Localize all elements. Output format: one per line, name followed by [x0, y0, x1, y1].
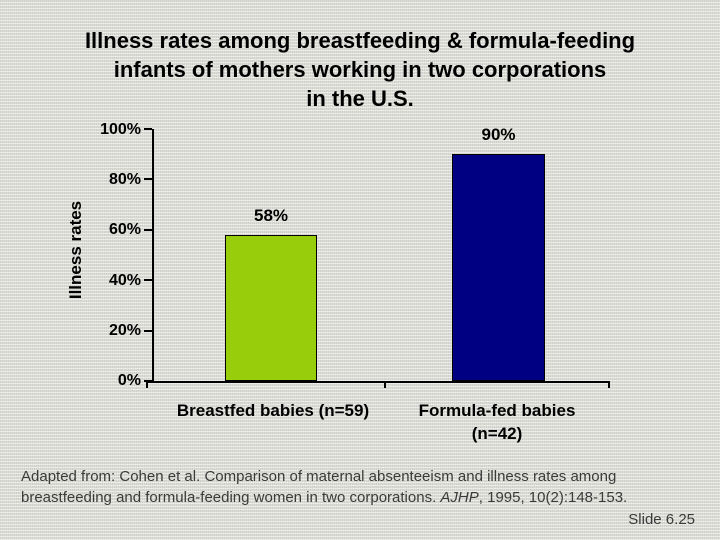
data-label-formula: 90%	[481, 125, 516, 145]
x-axis-tick	[608, 381, 610, 388]
x-axis-tick	[146, 381, 148, 388]
citation-text: Adapted from: Cohen et al. Comparison of…	[21, 468, 617, 506]
y-axis-tick	[144, 229, 152, 231]
citation-journal: AJHP	[440, 489, 479, 506]
y-tick-label-40: 40%	[108, 272, 141, 289]
y-axis-tick	[144, 380, 152, 382]
y-axis-tick	[144, 178, 152, 180]
bar-formula-fed-babies	[452, 154, 545, 381]
y-axis-line	[152, 129, 154, 382]
y-tick-label-80: 80%	[108, 171, 141, 188]
citation-footer: Adapted from: Cohen et al. Comparison of…	[21, 466, 681, 508]
y-tick-label-100: 100%	[100, 121, 141, 138]
slide-title-line-3: in the U.S.	[306, 86, 414, 111]
bar-breastfed-babies	[225, 234, 317, 381]
citation-reference: , 1995, 10(2):148-153.	[478, 489, 628, 506]
slide-title-line-2: infants of mothers working in two corpor…	[113, 57, 607, 82]
category-label-formula: Formula-fed babies (n=42)	[418, 401, 576, 443]
x-axis-line	[146, 381, 610, 383]
y-axis-tick	[144, 330, 152, 332]
category-label-breastfed: Breastfed babies (n=59)	[176, 401, 370, 420]
x-axis-tick	[384, 381, 386, 388]
data-label-breastfed: 58%	[253, 205, 289, 225]
y-axis-tick	[144, 279, 152, 281]
y-tick-label-60: 60%	[108, 221, 141, 238]
slide-title-line-1: Illness rates among breastfeeding & form…	[84, 28, 636, 53]
slide-title: Illness rates among breastfeeding & form…	[25, 26, 695, 113]
slide-number: Slide 6.25	[628, 511, 695, 528]
y-tick-label-0: 0%	[117, 372, 141, 389]
y-axis-tick	[144, 128, 152, 130]
y-tick-label-20: 20%	[108, 322, 141, 339]
